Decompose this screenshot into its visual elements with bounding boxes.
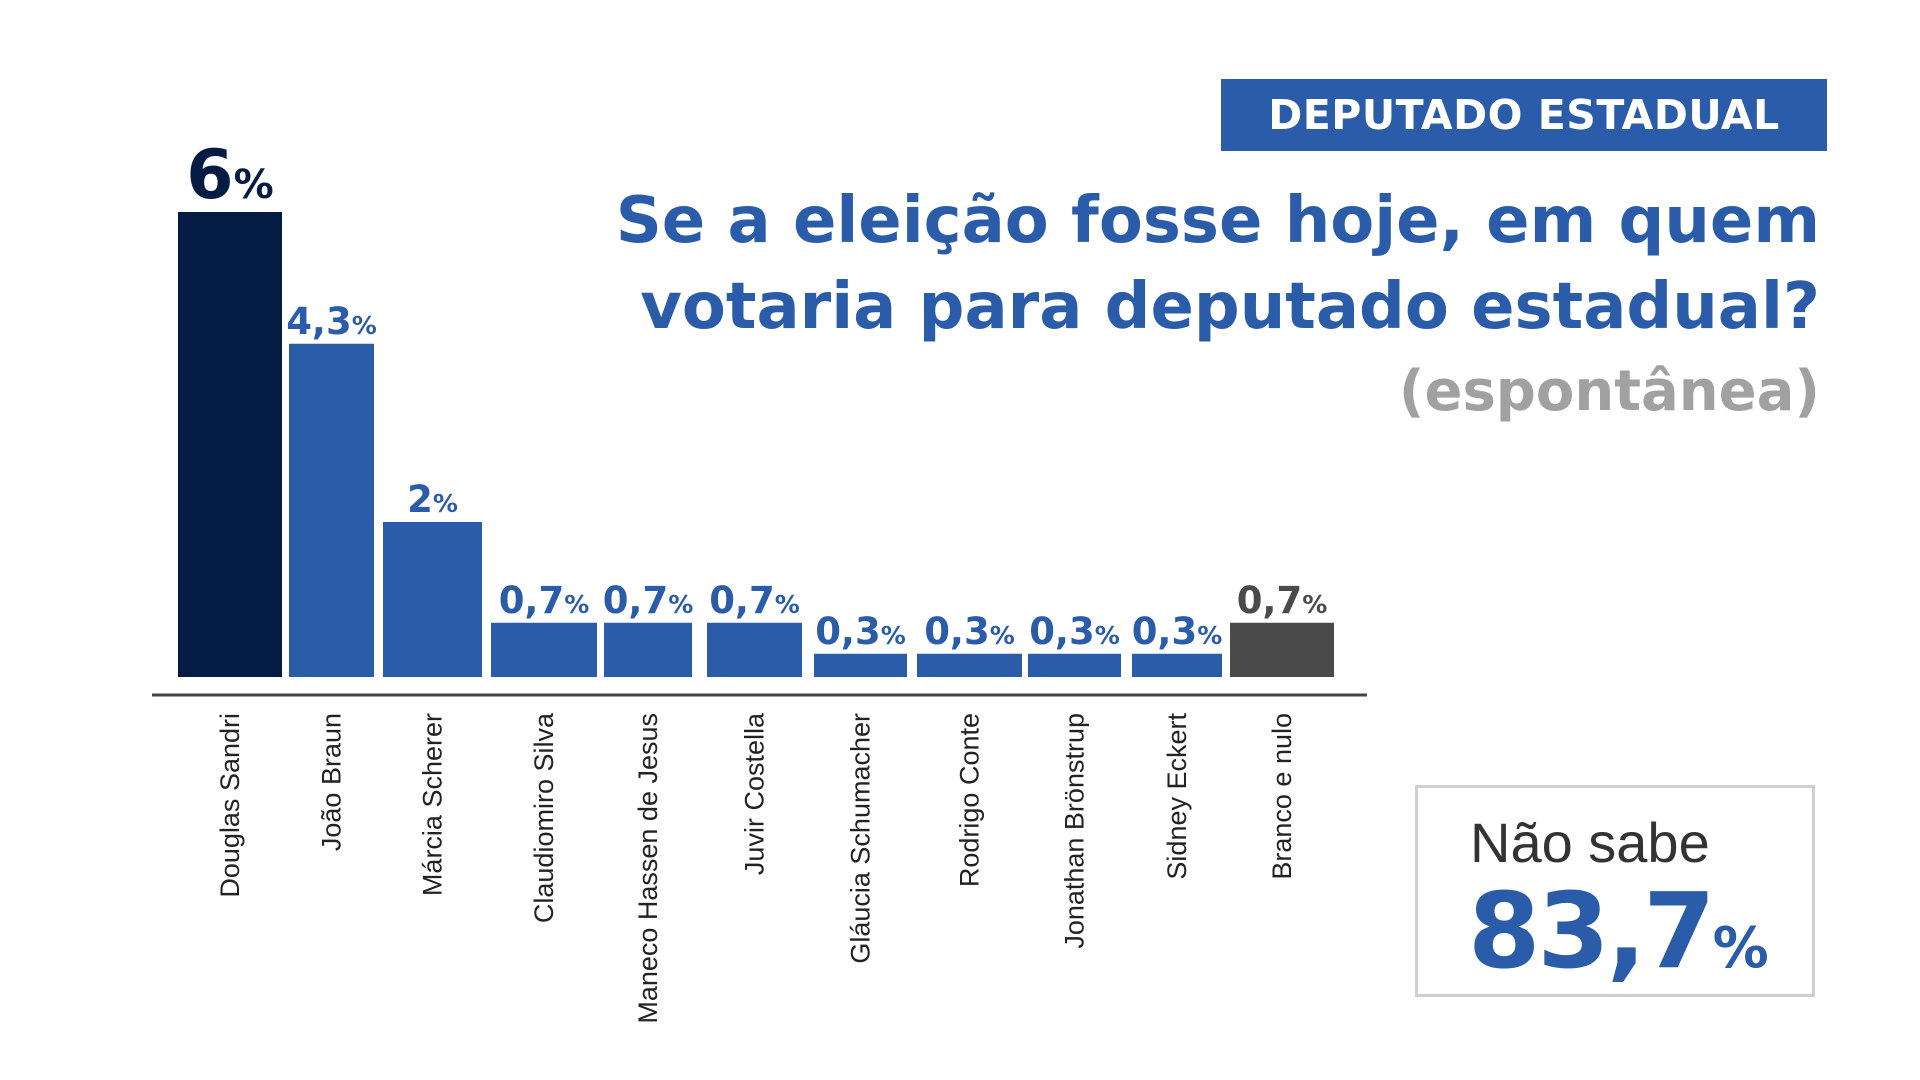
value-label-number-4: 0,7 [603,579,669,622]
chart-title-line-1: Se a eleição fosse hoje, em quem [615,184,1820,258]
value-label-7: 0,3% [924,610,1015,653]
value-label-number-5: 0,7 [709,579,775,622]
bar-2 [383,522,482,677]
nao-sabe-label: Não sabe [1470,811,1710,874]
category-label-4: Maneco Hassen de Jesus [633,713,663,1024]
nao-sabe-unit: % [1712,916,1769,981]
value-label-4: 0,7% [603,579,694,622]
value-label-number-3: 0,7 [499,579,565,622]
value-label-unit-7: % [990,621,1015,650]
category-label-1: João Braun [317,713,347,851]
category-label-2: Márcia Scherer [418,713,448,896]
value-label-unit-5: % [775,590,800,619]
value-label-unit-4: % [668,590,693,619]
bar-9 [1132,653,1222,677]
category-label-6: Gláucia Schumacher [846,713,876,964]
value-label-1: 4,3% [286,300,377,343]
category-label-5: Juvir Costella [740,712,770,875]
value-label-5: 0,7% [709,579,800,622]
bar-6 [814,653,907,677]
nao-sabe-value: 83,7% [1468,870,1769,992]
chart-subtitle: (espontânea) [1398,359,1820,424]
value-label-unit-2: % [433,489,458,518]
bar-7 [917,653,1022,677]
bar-5 [707,622,802,677]
value-label-unit-0: % [234,162,274,208]
nao-sabe-box: Não sabe 83,7% [1415,785,1815,997]
value-label-number-9: 0,3 [1132,610,1198,653]
value-label-unit-9: % [1197,621,1222,650]
value-label-3: 0,7% [499,579,590,622]
bar-4 [604,622,692,677]
value-label-number-8: 0,3 [1029,610,1095,653]
nao-sabe-number: 83,7 [1468,870,1716,992]
category-label-7: Rodrigo Conte [955,713,985,887]
value-label-0: 6% [186,136,273,215]
value-label-unit-6: % [881,621,906,650]
value-label-unit-1: % [352,311,377,340]
bar-3 [491,622,597,677]
value-label-number-1: 4,3 [286,300,352,343]
category-label-10: Branco e nulo [1267,713,1297,880]
category-label-8: Jonathan Brönstrup [1060,713,1090,949]
value-label-unit-3: % [564,590,589,619]
category-badge: DEPUTADO ESTADUAL [1221,79,1827,151]
value-label-number-2: 2 [407,478,433,521]
value-label-number-10: 0,7 [1237,579,1303,622]
category-label-3: Claudiomiro Silva [529,712,559,923]
value-label-10: 0,7% [1237,579,1328,622]
chart-title: Se a eleição fosse hoje, em quem votaria… [520,178,1820,350]
chart-title-line-2: votaria para deputado estadual? [640,270,1820,344]
bar-10 [1230,622,1334,677]
value-label-9: 0,3% [1132,610,1223,653]
value-label-number-0: 6 [186,136,233,215]
value-label-6: 0,3% [815,610,906,653]
value-label-number-6: 0,3 [815,610,881,653]
category-label-9: Sidney Eckert [1162,713,1192,880]
value-label-8: 0,3% [1029,610,1120,653]
bar-8 [1028,653,1121,677]
value-label-number-7: 0,3 [924,610,990,653]
value-label-unit-10: % [1302,590,1327,619]
bar-0 [178,212,282,677]
value-label-unit-8: % [1095,621,1120,650]
bar-1 [289,343,374,677]
value-label-2: 2% [407,478,458,521]
category-label-0: Douglas Sandri [215,713,245,898]
